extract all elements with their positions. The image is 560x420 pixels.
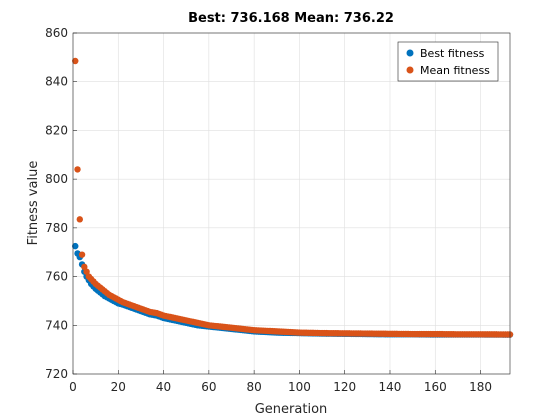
data-point — [78, 251, 86, 258]
x-tick-label: 0 — [69, 380, 77, 394]
plot-frame — [72, 32, 511, 375]
data-point — [76, 216, 83, 223]
x-tick-label: 120 — [333, 380, 356, 394]
x-tick-label: 100 — [288, 380, 311, 394]
data-points — [72, 57, 514, 338]
x-tick-label: 40 — [156, 380, 171, 394]
y-axis-label: Fitness value — [26, 161, 41, 246]
axis-ticks: 0 20 40 60 80 100 120 140 160 180 720 740 760 780 800 8… — [45, 26, 492, 394]
legend-marker-mean — [406, 66, 414, 74]
x-axis-label: Generation — [255, 402, 328, 417]
x-tick-label: 20 — [111, 380, 126, 394]
data-point — [74, 166, 81, 173]
x-tick-label: 140 — [379, 380, 402, 394]
series-mean-points — [72, 57, 514, 338]
data-point — [72, 242, 79, 250]
y-tick-label: 820 — [45, 123, 68, 137]
x-tick-label: 60 — [201, 380, 216, 394]
x-tick-label: 160 — [424, 380, 447, 394]
data-point — [83, 268, 90, 275]
y-tick-label: 760 — [45, 270, 68, 284]
y-tick-label: 740 — [45, 318, 68, 332]
legend-label-mean: Mean fitness — [420, 64, 490, 77]
y-tick-label: 780 — [45, 221, 68, 235]
legend-label-best: Best fitness — [420, 47, 485, 60]
y-tick-label: 840 — [45, 75, 68, 89]
legend-box — [397, 41, 499, 82]
legend-marker-best — [406, 49, 414, 57]
x-tick-label: 180 — [469, 380, 492, 394]
y-tick-label: 720 — [45, 367, 68, 381]
x-tick-label: 80 — [246, 380, 261, 394]
legend: Best fitness Mean fitness — [397, 41, 499, 82]
y-tick-label: 860 — [45, 26, 68, 40]
plot-area — [73, 33, 510, 374]
data-point — [72, 57, 79, 65]
data-point — [81, 263, 88, 271]
chart-title: Best: 736.168 Mean: 736.22 — [188, 11, 394, 26]
y-tick-label: 800 — [45, 172, 68, 186]
